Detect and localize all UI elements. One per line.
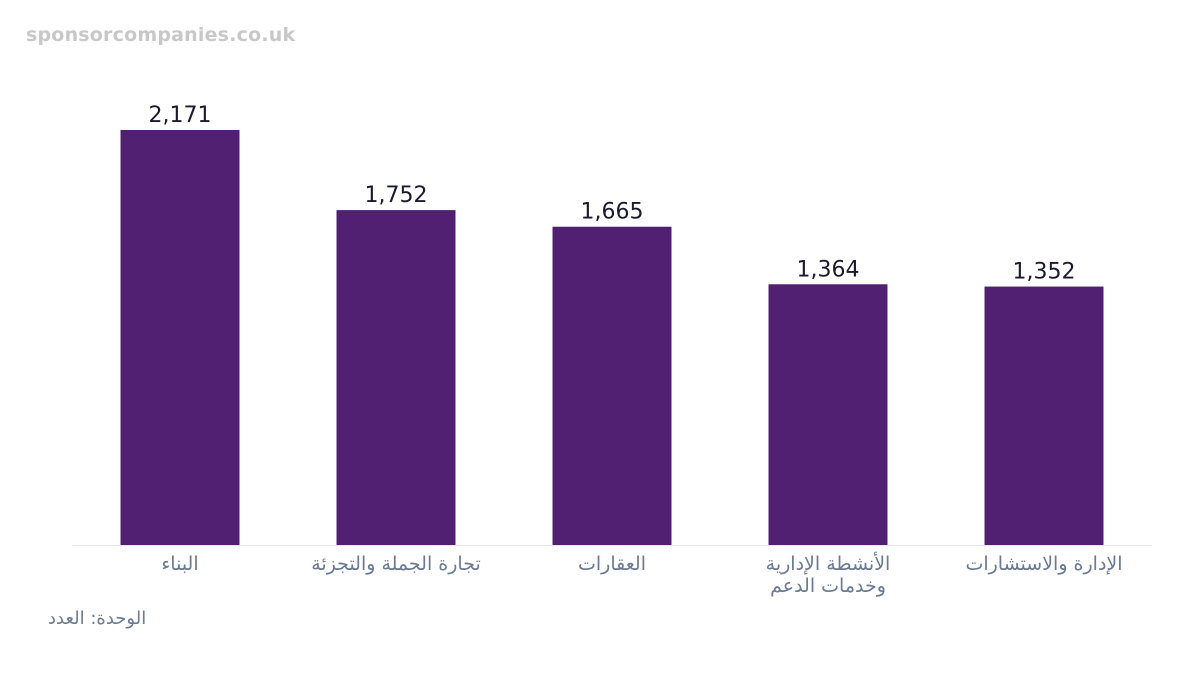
unit-note: الوحدة: العدد	[48, 608, 147, 629]
category-label-4-line-2: وخدمات الدعم	[770, 575, 886, 597]
value-label-2: 1,752	[365, 183, 428, 208]
value-label-1: 2,171	[149, 103, 212, 128]
bar-5	[984, 286, 1104, 545]
category-label-3: العقارات	[578, 553, 646, 575]
value-label-5: 1,352	[1013, 260, 1076, 285]
category-label-5: الإدارة والاستشارات	[965, 553, 1122, 575]
watermark-logo: sponsorcompanies.co.uk	[26, 24, 296, 46]
category-label-1: البناء	[161, 553, 198, 575]
bar-3	[552, 226, 672, 545]
bar-4	[768, 284, 888, 545]
category-labels-group: البناء تجارة الجملة والتجزئة العقارات الأنش…	[161, 552, 1122, 597]
value-label-3: 1,665	[581, 200, 644, 225]
category-label-4-line-1: الأنشطة الإدارية	[766, 552, 891, 575]
bar-1	[120, 130, 240, 545]
category-label-2: تجارة الجملة والتجزئة	[311, 553, 481, 575]
value-label-4: 1,364	[797, 257, 860, 282]
bars-group	[120, 130, 1104, 545]
bar-2	[336, 210, 456, 545]
value-labels-group: 2,171 1,752 1,665 1,364 1,352	[149, 103, 1076, 285]
